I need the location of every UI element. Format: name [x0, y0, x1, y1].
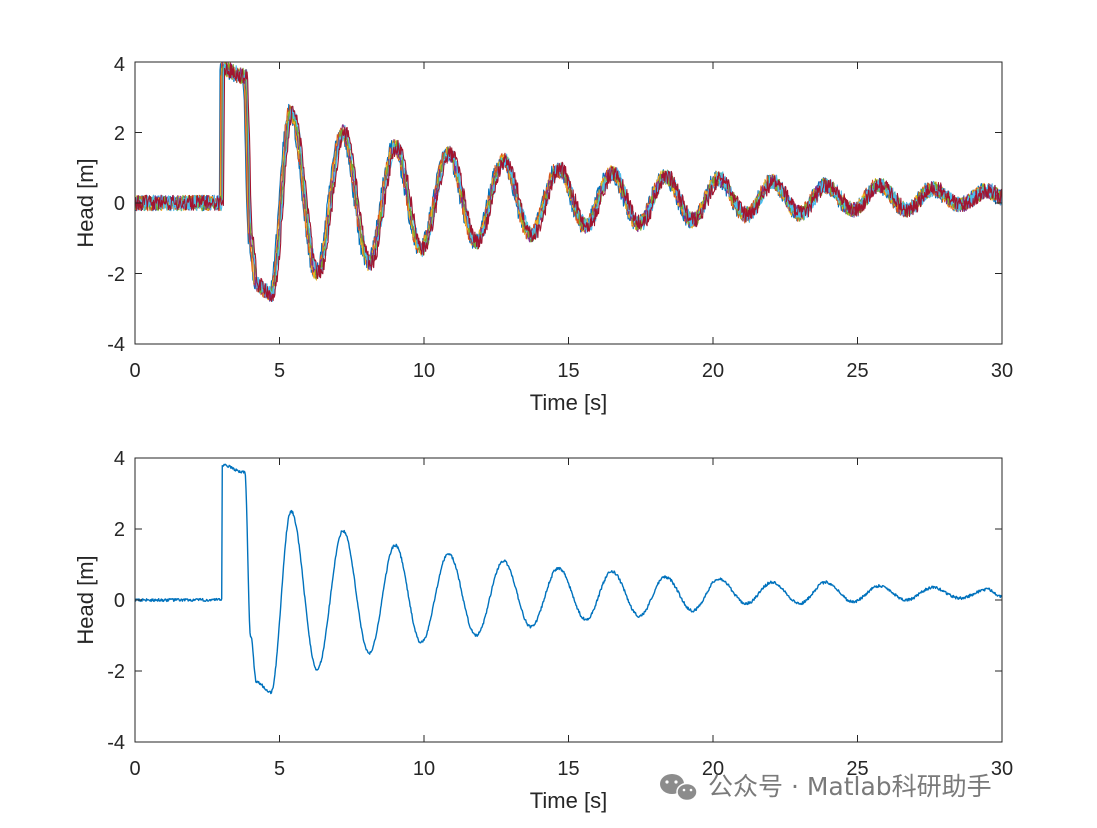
y-tick-label: 4 [114, 54, 125, 76]
watermark-text: 公众号 · Matlab科研助手 [708, 772, 992, 801]
x-axis-label: Time [s] [530, 390, 607, 415]
y-tick-label: 4 [114, 448, 125, 470]
x-axis-label: Time [s] [530, 788, 607, 813]
y-tick-label: -2 [107, 264, 125, 286]
x-tick-label: 15 [557, 360, 579, 382]
y-tick-label: 0 [114, 193, 125, 215]
y-axis-label: Head [m] [73, 555, 98, 644]
y-tick-label: -4 [107, 732, 125, 754]
y-tick-label: 0 [114, 590, 125, 612]
x-tick-label: 10 [413, 758, 435, 780]
x-tick-label: 10 [413, 360, 435, 382]
chart-bottom: 0 5 10 15 20 25 30 -4 -2 0 2 4 Time [s] … [73, 448, 1013, 813]
y-tick-label: 2 [114, 519, 125, 541]
x-tick-label: 20 [702, 360, 724, 382]
series-layer [134, 463, 1003, 695]
x-tick-labels: 0 5 10 15 20 25 30 [129, 758, 1013, 780]
y-tick-label: 2 [114, 123, 125, 145]
wechat-icon [660, 774, 698, 802]
plot-area-frame [134, 457, 1003, 743]
x-tick-label: 0 [129, 758, 140, 780]
series-layer [134, 61, 1003, 302]
x-tick-label: 15 [557, 758, 579, 780]
y-tick-label: -2 [107, 661, 125, 683]
x-tick-label: 30 [991, 758, 1013, 780]
series-line-1 [134, 463, 1003, 695]
x-tick-label: 0 [129, 360, 140, 382]
plot-area-frame [134, 61, 1003, 345]
tick-marks [134, 457, 1003, 743]
y-axis-label: Head [m] [73, 158, 98, 247]
y-tick-labels: -4 -2 0 2 4 [107, 54, 125, 356]
chart-top: 0 5 10 15 20 25 30 -4 -2 0 2 4 Time [s] … [73, 54, 1013, 415]
tick-marks [134, 61, 1003, 345]
series-line-7 [134, 62, 1003, 302]
y-tick-labels: -4 -2 0 2 4 [107, 448, 125, 754]
watermark: 公众号 · Matlab科研助手 [660, 772, 992, 802]
x-tick-label: 30 [991, 360, 1013, 382]
x-tick-label: 5 [274, 758, 285, 780]
y-tick-label: -4 [107, 334, 125, 356]
x-tick-label: 5 [274, 360, 285, 382]
x-tick-label: 25 [846, 758, 868, 780]
x-tick-label: 20 [702, 758, 724, 780]
x-tick-label: 25 [846, 360, 868, 382]
x-tick-labels: 0 5 10 15 20 25 30 [129, 360, 1013, 382]
